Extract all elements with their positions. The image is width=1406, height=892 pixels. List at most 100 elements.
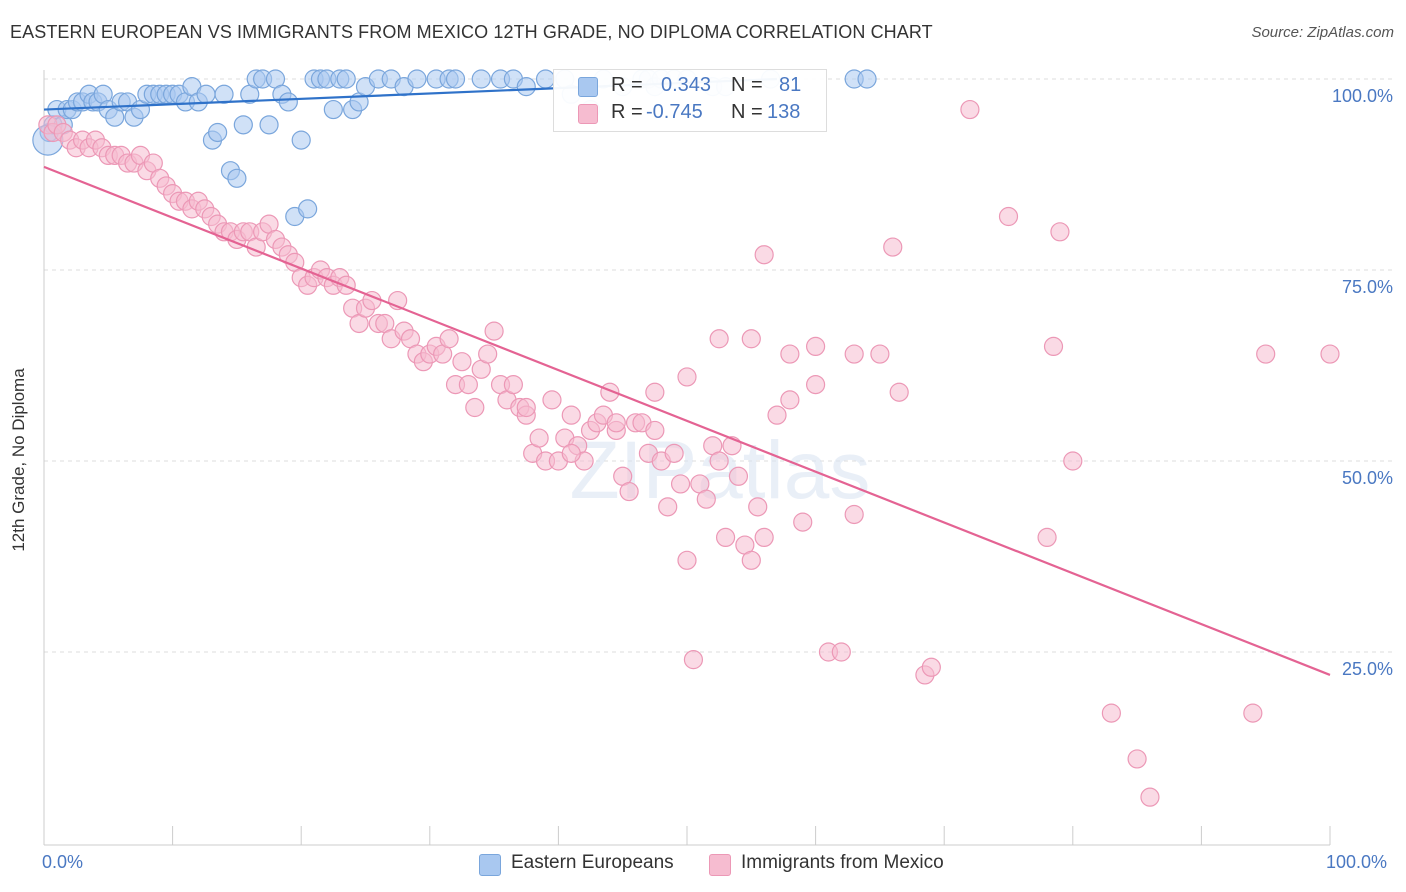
data-point bbox=[259, 115, 279, 135]
legend-label: Eastern Europeans bbox=[511, 852, 674, 873]
data-point bbox=[336, 69, 356, 89]
stats-row-immigrants-from-mexico: R = -0.745 N = 138 bbox=[554, 101, 826, 127]
gridlines bbox=[44, 78, 1395, 653]
data-point bbox=[478, 344, 498, 364]
data-point bbox=[728, 466, 749, 486]
data-point bbox=[754, 527, 774, 548]
r-label: R = bbox=[611, 74, 643, 96]
y-tick-label: 100.0% bbox=[1331, 86, 1393, 106]
source-label: Source: ZipAtlas.com bbox=[1251, 24, 1394, 41]
data-point bbox=[1320, 344, 1340, 364]
data-point bbox=[227, 168, 247, 188]
data-point bbox=[677, 367, 697, 387]
data-point bbox=[278, 92, 298, 112]
y-tick-label: 75.0% bbox=[1341, 277, 1393, 297]
x-tick-label: 0.0% bbox=[42, 852, 84, 872]
series-immigrants-from-mexico bbox=[38, 99, 1340, 807]
r-label: R = bbox=[611, 101, 643, 123]
data-point bbox=[844, 504, 864, 525]
data-point bbox=[889, 382, 909, 402]
data-point bbox=[683, 650, 704, 670]
trend-line bbox=[43, 165, 1331, 676]
data-point bbox=[1243, 703, 1263, 723]
data-point bbox=[535, 69, 556, 89]
data-point bbox=[503, 375, 523, 395]
data-point bbox=[291, 130, 311, 150]
data-point bbox=[529, 428, 549, 448]
data-point bbox=[767, 405, 787, 425]
data-point bbox=[670, 474, 691, 494]
data-point bbox=[452, 352, 472, 372]
data-point bbox=[1043, 336, 1064, 356]
data-point bbox=[748, 497, 768, 517]
data-point bbox=[1256, 344, 1276, 364]
data-point bbox=[658, 497, 678, 517]
data-point bbox=[196, 84, 216, 104]
data-point bbox=[214, 84, 234, 104]
data-point bbox=[645, 420, 665, 441]
data-point bbox=[805, 375, 826, 395]
data-point bbox=[805, 336, 826, 356]
data-point bbox=[1127, 749, 1147, 769]
data-point bbox=[715, 527, 736, 548]
y-tick-label: 25.0% bbox=[1341, 659, 1393, 679]
data-point bbox=[471, 69, 491, 89]
n-label: N = bbox=[731, 74, 763, 96]
data-point bbox=[870, 344, 890, 364]
data-point bbox=[619, 481, 639, 502]
data-point bbox=[1140, 787, 1160, 807]
n-label: N = bbox=[731, 101, 763, 123]
data-point bbox=[439, 329, 459, 349]
data-point bbox=[998, 206, 1019, 227]
data-point bbox=[1037, 527, 1057, 548]
data-point bbox=[606, 413, 626, 433]
data-point bbox=[445, 69, 466, 89]
data-point bbox=[561, 443, 581, 463]
y-tick-label: 50.0% bbox=[1341, 468, 1393, 488]
legend-label: Immigrants from Mexico bbox=[741, 852, 944, 873]
data-point bbox=[780, 344, 800, 364]
data-point bbox=[1063, 451, 1083, 471]
data-point bbox=[516, 397, 536, 418]
data-point bbox=[542, 390, 562, 410]
n-value: 81 bbox=[779, 74, 802, 96]
data-point bbox=[677, 550, 697, 570]
data-point bbox=[407, 69, 427, 89]
data-point bbox=[664, 443, 684, 463]
data-point bbox=[465, 397, 485, 418]
data-point bbox=[645, 382, 665, 402]
r-value: 0.343 bbox=[661, 74, 712, 96]
x-tick-label: 100.0% bbox=[1326, 852, 1388, 872]
legend-swatch-blue bbox=[479, 854, 501, 876]
data-point bbox=[921, 657, 941, 677]
data-point bbox=[857, 69, 877, 89]
data-point bbox=[709, 451, 729, 471]
data-point bbox=[696, 489, 716, 509]
data-point bbox=[1050, 222, 1070, 242]
data-point bbox=[793, 512, 813, 532]
data-point bbox=[561, 405, 581, 425]
data-point bbox=[208, 122, 228, 143]
data-point bbox=[516, 77, 536, 97]
data-point bbox=[844, 344, 864, 364]
data-point bbox=[960, 99, 980, 120]
data-point bbox=[458, 375, 478, 395]
data-point bbox=[741, 329, 761, 349]
data-point bbox=[233, 115, 253, 135]
data-point bbox=[754, 245, 774, 265]
y-axis-label: 12th Grade, No Diploma bbox=[9, 368, 28, 552]
n-value: 138 bbox=[767, 101, 801, 123]
data-point bbox=[1101, 703, 1121, 723]
chart-title: EASTERN EUROPEAN VS IMMIGRANTS FROM MEXI… bbox=[10, 22, 933, 42]
data-point bbox=[741, 550, 761, 570]
data-point bbox=[780, 390, 800, 410]
data-point bbox=[831, 642, 851, 662]
stats-legend: R = 0.343 N = 81 R = -0.745 N = 138 bbox=[553, 69, 827, 132]
r-value: -0.745 bbox=[646, 101, 703, 123]
stats-row-eastern-europeans: R = 0.343 N = 81 bbox=[554, 74, 826, 100]
legend-swatch-pink bbox=[709, 854, 731, 876]
data-point bbox=[484, 321, 504, 341]
legend-swatch-pink bbox=[578, 104, 598, 124]
data-point bbox=[298, 199, 318, 219]
